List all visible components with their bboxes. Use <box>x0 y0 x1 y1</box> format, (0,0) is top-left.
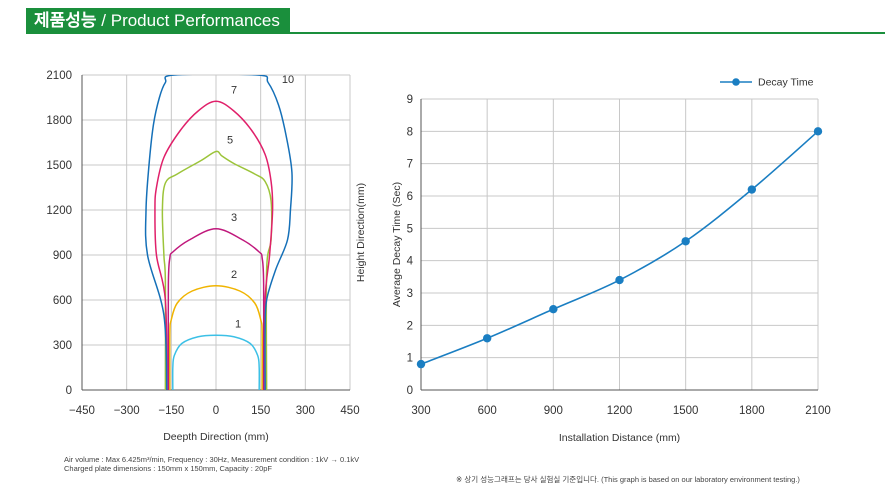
y-tick-label: 6 <box>407 191 413 203</box>
y-tick-label: 7 <box>407 159 413 171</box>
y-tick-label: 3 <box>407 288 413 300</box>
y-tick-label: 9 <box>407 94 413 106</box>
curve-label-3: 3 <box>231 212 237 224</box>
decay-time-point <box>416 359 426 369</box>
y-tick-label: 0 <box>407 385 413 397</box>
y-tick-label: 2 <box>407 320 413 332</box>
legend-label: Decay Time <box>758 77 814 89</box>
y-tick-label: 1500 <box>46 160 72 172</box>
x-tick-label: 2100 <box>805 405 831 417</box>
envelope-curve-2 <box>168 284 264 390</box>
curve-label-10: 10 <box>282 74 294 86</box>
x-tick-label: 300 <box>411 405 430 417</box>
y-tick-label: 900 <box>53 250 72 262</box>
decay-time-point <box>813 127 823 136</box>
curve-label-7: 7 <box>231 84 237 96</box>
decay-time-point <box>747 185 757 194</box>
y-tick-label: 4 <box>407 256 414 268</box>
x-axis-label: Installation Distance (mm) <box>559 432 680 444</box>
x-tick-label: −450 <box>69 405 95 417</box>
x-tick-label: 1500 <box>673 405 699 417</box>
x-tick-label: −150 <box>158 405 184 417</box>
legend-marker <box>732 78 740 86</box>
x-tick-label: −300 <box>114 405 140 417</box>
decay-time-point <box>482 334 492 343</box>
section-title-en: / Product Performances <box>96 11 280 30</box>
y-tick-label: 2100 <box>46 70 72 82</box>
y-tick-label: 8 <box>407 126 413 138</box>
x-tick-label: 1800 <box>739 405 765 417</box>
x-tick-label: 1200 <box>607 405 633 417</box>
section-header: 제품성능 / Product Performances <box>0 8 885 34</box>
y-tick-label: 300 <box>53 340 72 352</box>
x-tick-label: 900 <box>544 405 563 417</box>
decay-time-chart: 0 1 2 3 4 5 6 7 8 9 300 600 900 1200 1500 1800 2100 Insta… <box>391 77 831 445</box>
curve-label-2: 2 <box>231 269 237 281</box>
envelope-curve-3 <box>167 227 265 390</box>
curve-label-5: 5 <box>227 135 233 147</box>
y-tick-label: 600 <box>53 295 72 307</box>
y-tick-label: 5 <box>407 223 413 235</box>
height-depth-chart: 0 300 600 900 1200 1500 1800 2100 −450 −300 −150 0 1… <box>46 70 367 443</box>
envelope-curve-1 <box>171 334 261 390</box>
footnote-plate-dimensions: Charged plate dimensions : 150mm x 150mm… <box>64 464 273 473</box>
x-tick-label: 450 <box>340 405 359 417</box>
y-tick-label: 1 <box>407 353 413 365</box>
header-divider <box>26 32 885 34</box>
decay-time-point <box>615 275 624 285</box>
envelope-curve-10 <box>144 75 293 390</box>
y-axis-label: Average Decay Time (Sec) <box>391 182 403 307</box>
y-tick-label: 1200 <box>46 205 72 217</box>
chart-legend: Decay Time <box>720 77 814 89</box>
curve-label-1: 1 <box>235 318 241 330</box>
y-tick-label: 1800 <box>46 115 72 127</box>
envelope-curve-5 <box>161 150 273 390</box>
footnote-air-volume: Air volume : Max 6.425m³/min, Frequency … <box>64 455 360 464</box>
footnote-lab-note: ※ 상기 성능그래프는 당사 실험실 기준입니다. (This graph is… <box>456 475 800 484</box>
x-tick-label: 600 <box>478 405 497 417</box>
section-title: 제품성능 / Product Performances <box>26 8 290 34</box>
y-axis-label: Height Direction(mm) <box>355 183 367 282</box>
decay-time-point <box>681 237 690 246</box>
x-tick-label: 0 <box>213 405 219 417</box>
x-tick-label: 300 <box>296 405 315 417</box>
envelope-curve-7 <box>154 100 274 390</box>
y-tick-label: 0 <box>66 385 72 397</box>
section-title-ko: 제품성능 <box>34 11 97 30</box>
x-axis-label: Deepth Direction (mm) <box>163 431 269 443</box>
decay-time-point <box>549 304 558 314</box>
x-tick-label: 150 <box>251 405 270 417</box>
